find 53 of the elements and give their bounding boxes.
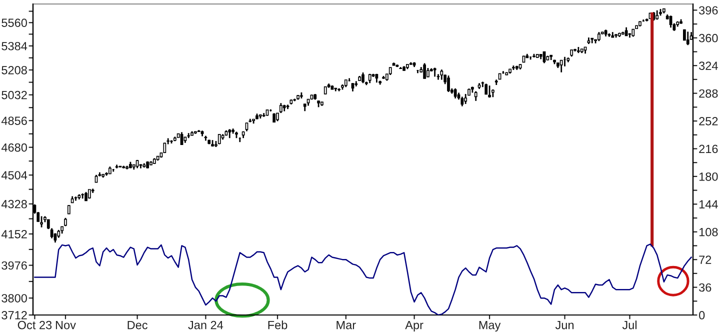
y-tick-label: 4328 (1, 200, 27, 208)
x-tick-label: Jul (622, 320, 636, 330)
candlestick (115, 164, 118, 170)
candlestick (464, 93, 468, 105)
candlestick (447, 74, 450, 93)
x-tick-label: Apr (405, 320, 424, 332)
x-tick-label: Jan 24 (188, 320, 224, 330)
candlestick (656, 10, 659, 20)
y-tick-label: 4504 (1, 171, 28, 180)
candlestick (433, 67, 436, 78)
y-tick-label: 5208 (2, 66, 27, 74)
y2-tick-label: 360 (699, 34, 718, 42)
y-tick-label: 4680 (1, 143, 27, 152)
y-tick-label: 4856 (1, 116, 27, 125)
y2-tick-label: 396 (699, 6, 718, 15)
x-tick-label: Mar (336, 320, 356, 330)
y2-tick-label: 252 (699, 117, 718, 126)
y-tick-label: 5032 (2, 90, 27, 100)
y2-tick-label: 108 (699, 228, 718, 236)
y2-tick-label: 288 (699, 89, 718, 98)
candlestick (454, 88, 457, 100)
y2-tick-label: 144 (699, 200, 718, 208)
candlestick (40, 216, 43, 228)
x-tick-label: Feb (268, 320, 288, 330)
x-tick-label: Dec (128, 320, 148, 330)
x-tick-label: Jun (555, 320, 574, 330)
candlestick (423, 62, 426, 80)
candlestick (279, 102, 282, 114)
candlestick (484, 83, 488, 96)
x-tick-label: Nov (56, 320, 76, 330)
x-tick-label: May (479, 320, 501, 332)
y2-tick-label: 36 (699, 283, 712, 292)
y-tick-label: 3712 (2, 311, 27, 320)
candlestick (474, 90, 478, 102)
candlestick (560, 60, 563, 74)
y2-tick-label: 216 (699, 144, 718, 154)
candlestick (686, 30, 690, 46)
y-tick-label: 3800 (2, 294, 27, 302)
x-tick-label: Oct 23 (18, 320, 52, 330)
y-tick-label: 4152 (1, 230, 27, 238)
candlestick (598, 31, 600, 42)
y-tick-label: 5384 (2, 42, 28, 50)
y2-tick-label: 72 (699, 256, 712, 264)
y2-tick-label: 0 (699, 311, 705, 320)
candlestick (272, 112, 276, 123)
y-tick-label: 3976 (2, 261, 27, 270)
candlestick (488, 84, 491, 98)
candlestick (460, 96, 464, 107)
y2-tick-label: 324 (699, 62, 718, 70)
candlestick (440, 68, 444, 80)
y-tick-label: 5560 (2, 18, 27, 28)
candlestick (362, 72, 364, 84)
y2-tick-label: 180 (699, 172, 718, 181)
